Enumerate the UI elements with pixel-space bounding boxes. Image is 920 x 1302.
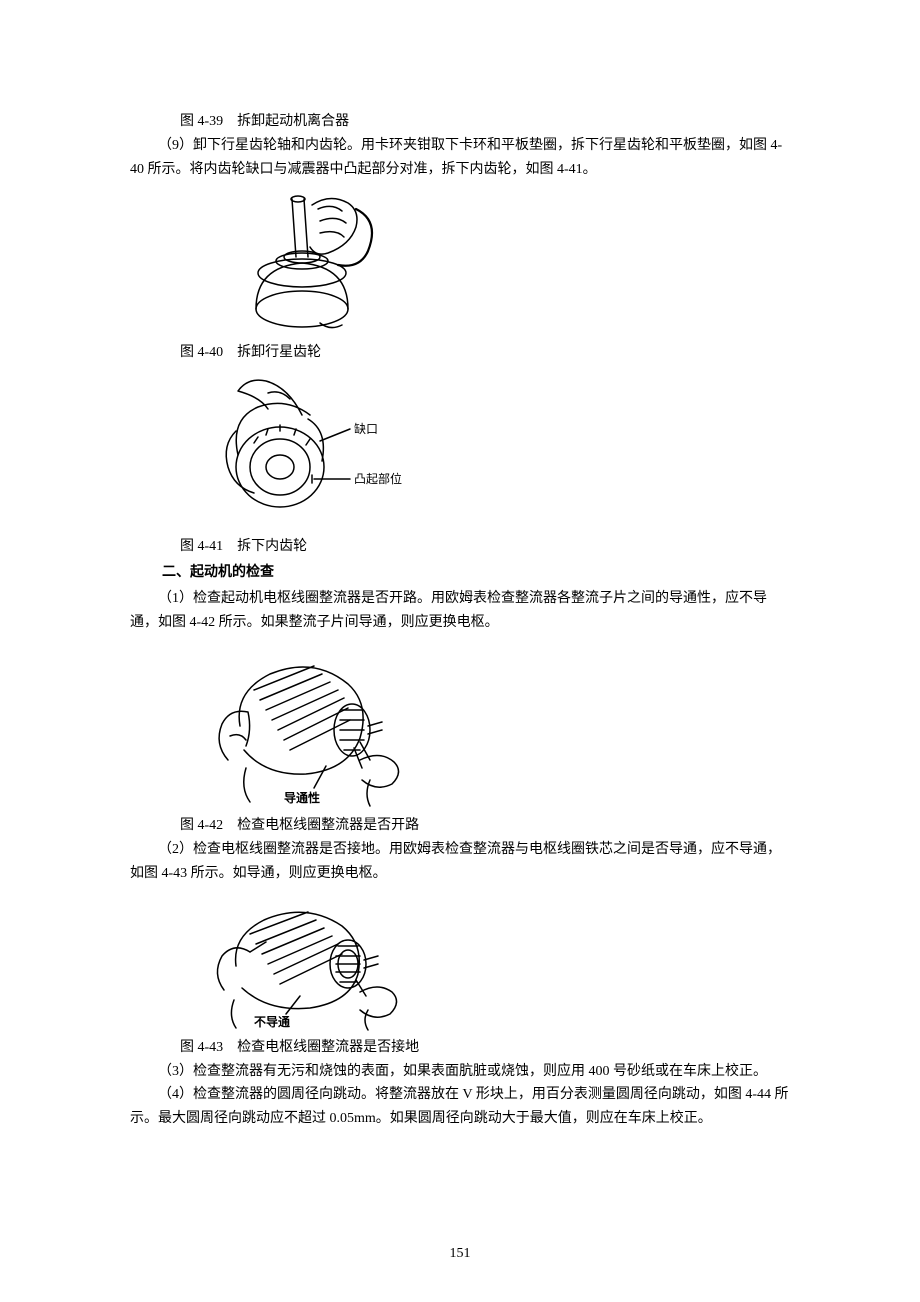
paragraph-check-open: （1）检查起动机电枢线圈整流器是否开路。用欧姆表检查整流器各整流子片之间的导通性…: [130, 587, 790, 635]
fig-4-41-illustration: 缺口 凸起部位: [210, 371, 410, 531]
caption-fig-4-39: 图 4-39 拆卸起动机离合器: [180, 110, 790, 134]
caption-fig-4-40: 图 4-40 拆卸行星齿轮: [180, 341, 790, 365]
page: 图 4-39 拆卸起动机离合器 （9）卸下行星齿轮轴和内齿轮。用卡环夹钳取下卡环…: [0, 0, 920, 1302]
caption-fig-4-41: 图 4-41 拆下内齿轮: [180, 535, 790, 559]
fig-4-41-label-notch: 缺口: [354, 421, 378, 436]
fig-4-41-label-boss: 凸起部位: [354, 471, 402, 486]
fig-4-43-illustration: 不导通: [210, 892, 410, 1032]
fig-4-43-label-no-continuity: 不导通: [254, 1014, 290, 1029]
figure-4-41: 缺口 凸起部位: [130, 371, 790, 531]
paragraph-step-9: （9）卸下行星齿轮轴和内齿轮。用卡环夹钳取下卡环和平板垫圈，拆下行星齿轮和平板垫…: [130, 134, 790, 182]
figure-4-40: [130, 187, 790, 337]
fig-4-40-illustration: [220, 187, 390, 337]
fig-4-42-label-continuity: 导通性: [284, 790, 320, 805]
figure-4-43: 不导通: [130, 892, 790, 1032]
figure-4-42: 导通性: [130, 640, 790, 810]
fig-4-42-illustration: 导通性: [210, 640, 410, 810]
paragraph-check-ground: （2）检查电枢线圈整流器是否接地。用欧姆表检查整流器与电枢线圈铁芯之间是否导通，…: [130, 838, 790, 886]
paragraph-check-runout: （4）检查整流器的圆周径向跳动。将整流器放在 V 形块上，用百分表测量圆周径向跳…: [130, 1083, 790, 1131]
paragraph-check-surface: （3）检查整流器有无污和烧蚀的表面，如果表面肮脏或烧蚀，则应用 400 号砂纸或…: [130, 1060, 790, 1084]
caption-fig-4-42: 图 4-42 检查电枢线圈整流器是否开路: [180, 814, 790, 838]
caption-fig-4-43: 图 4-43 检查电枢线圈整流器是否接地: [180, 1036, 790, 1060]
section-heading-starter-inspection: 二、起动机的检查: [162, 561, 790, 585]
page-number: 151: [0, 1242, 920, 1266]
